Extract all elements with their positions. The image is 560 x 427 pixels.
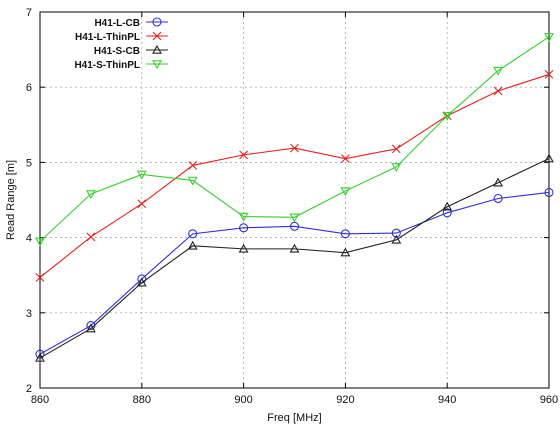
data-point-triangle-down (35, 237, 45, 247)
data-point-triangle-down (238, 212, 249, 222)
data-point-circle (35, 349, 45, 359)
series-3 (35, 33, 554, 247)
data-point-triangle-down (391, 163, 402, 173)
y-tick-label: 2 (26, 383, 32, 395)
x-axis-ticks: 860 880 900 920 940 960 (31, 12, 558, 406)
x-tick-label: 900 (234, 394, 252, 406)
x-tick-label: 860 (31, 394, 49, 406)
data-point-x (86, 232, 96, 242)
x-tick-label: 880 (133, 394, 151, 406)
data-point-triangle-up (152, 44, 162, 54)
series-line (39, 158, 550, 359)
data-point-triangle-up (340, 247, 351, 257)
data-point-triangle-up (35, 352, 45, 362)
data-point-triangle-down (442, 112, 453, 121)
data-point-triangle-down (493, 66, 504, 76)
series-line (39, 73, 550, 278)
data-point-circle (340, 229, 350, 239)
series-layer (35, 33, 554, 362)
x-axis-label: Freq [MHz] (267, 412, 321, 424)
data-point-x (137, 199, 147, 209)
data-point-circle (391, 228, 401, 238)
data-point-circle (188, 229, 198, 239)
legend-label: H41-S-ThinPL (74, 60, 140, 71)
data-point-x (188, 161, 198, 170)
data-point-triangle-up (289, 243, 300, 253)
data-point-x (290, 143, 299, 153)
data-point-triangle-up (136, 277, 147, 287)
legend-label: H41-L-CB (94, 18, 140, 29)
y-tick-label: 5 (26, 157, 32, 169)
data-point-x (239, 150, 248, 160)
data-point-circle (152, 17, 162, 27)
data-point-circle (442, 208, 452, 218)
x-tick-label: 940 (438, 394, 456, 406)
data-point-triangle-down (187, 176, 198, 186)
data-point-triangle-down (289, 213, 300, 223)
plot-frame (39, 11, 550, 389)
y-tick-label: 7 (26, 7, 32, 19)
data-point-triangle-down (152, 60, 162, 70)
data-point-circle (239, 223, 249, 233)
data-point-triangle-down (85, 190, 96, 200)
y-axis-ticks: 2 3 4 5 6 7 (26, 7, 549, 395)
y-axis-label: Read Range [m] (5, 160, 17, 240)
y-tick-label: 6 (26, 82, 32, 94)
data-point-triangle-down (340, 187, 351, 197)
data-point-triangle-up (544, 153, 554, 163)
data-point-triangle-up (493, 177, 504, 187)
data-point-triangle-up (442, 201, 453, 211)
data-point-triangle-up (85, 323, 96, 333)
legend: H41-L-CB H41-L-ThinPL H41-S-CB H41-S-ThinPL (74, 17, 168, 71)
data-point-triangle-up (391, 234, 402, 244)
data-point-triangle-up (187, 240, 198, 250)
series-1 (35, 70, 554, 282)
data-point-triangle-down (544, 33, 554, 42)
y-tick-label: 3 (26, 308, 32, 320)
data-point-triangle-down (136, 170, 147, 180)
data-point-triangle-up (238, 243, 249, 253)
data-point-x (493, 86, 503, 96)
series-line (39, 191, 550, 355)
x-tick-label: 920 (336, 394, 354, 406)
data-point-x (35, 273, 45, 282)
data-point-x (544, 70, 554, 79)
series-2 (35, 153, 554, 362)
data-point-circle (493, 193, 503, 204)
legend-label: H41-S-CB (94, 46, 140, 57)
legend-label: H41-L-ThinPL (75, 32, 140, 43)
data-point-x (391, 144, 401, 154)
data-point-x (152, 31, 162, 41)
x-tick-label: 960 (540, 394, 558, 406)
y-tick-label: 4 (26, 233, 32, 245)
data-point-circle (544, 187, 554, 198)
series-line (39, 36, 550, 242)
data-point-x (341, 154, 350, 164)
